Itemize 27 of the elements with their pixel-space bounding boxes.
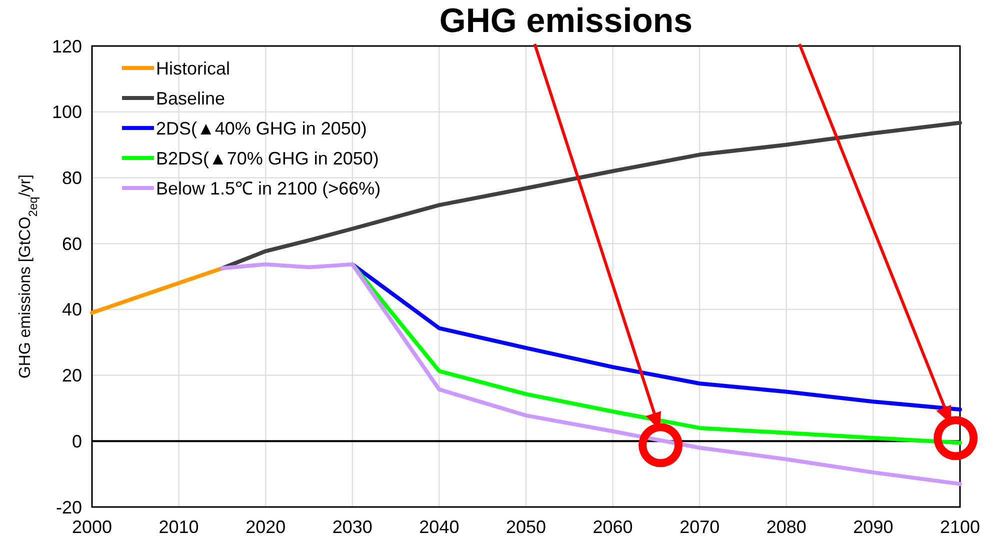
y-tick-label: 40	[62, 300, 82, 320]
x-tick-label: 2020	[246, 517, 286, 537]
legend-label: Baseline	[156, 88, 226, 108]
x-tick-label: 2010	[158, 517, 199, 537]
chart-title: GHG emissions	[439, 2, 693, 40]
y-tick-label: -20	[56, 497, 82, 518]
x-tick-label: 2080	[766, 517, 806, 537]
legend-label: B2DS(▲70% GHG in 2050)	[156, 148, 379, 168]
y-tick-label: 100	[52, 102, 82, 122]
legend-label: 2DS(▲40% GHG in 2050)	[156, 118, 367, 138]
x-tick-label: 2040	[419, 517, 460, 537]
legend-label: Historical	[156, 58, 230, 78]
x-tick-label: 2000	[72, 517, 112, 537]
y-tick-label: 120	[52, 36, 82, 56]
legend-label: Below 1.5℃ in 2100 (>66%)	[156, 178, 381, 198]
line-series	[350, 262, 962, 445]
x-tick-label: 2100	[940, 517, 980, 537]
x-tick-label: 2090	[853, 517, 894, 537]
y-tick-label: 60	[62, 234, 82, 254]
line-series	[220, 262, 962, 486]
x-tick-label: 2070	[680, 517, 720, 537]
y-tick-label: 20	[62, 366, 82, 386]
y-tick-label: 0	[72, 431, 82, 452]
x-tick-label: 2060	[592, 517, 633, 537]
x-tick-label: 2050	[506, 517, 546, 537]
y-tick-label: 80	[62, 168, 82, 188]
x-tick-label: 2030	[332, 517, 372, 537]
